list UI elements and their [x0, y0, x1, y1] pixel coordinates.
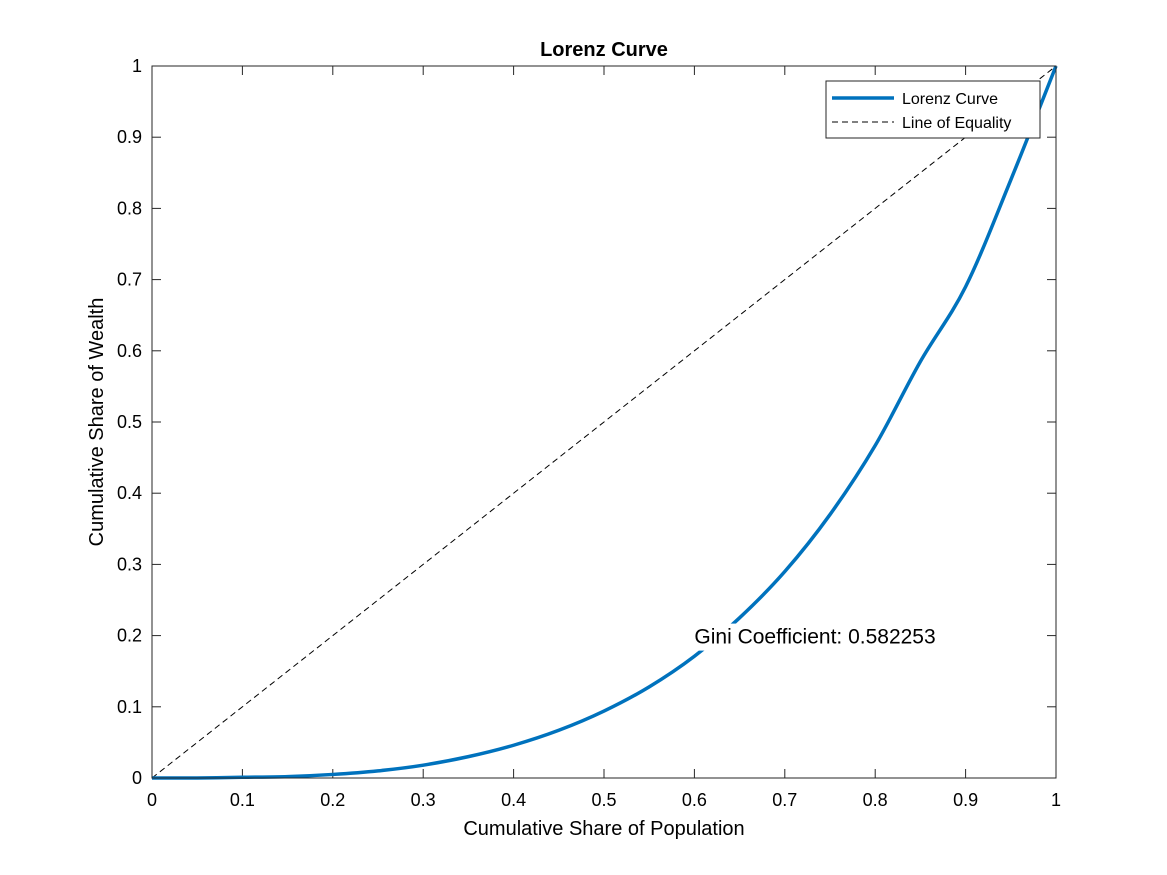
y-tick-label: 0.1: [117, 697, 142, 717]
tick-labels: 0 0.1 0.2 0.3 0.4 0.5 0.6 0.7 0.8 0.9 1 0 0.1 0.2 0.3 0…: [117, 56, 1061, 810]
x-tick-label: 0.2: [320, 790, 345, 810]
legend-box: [825, 80, 1041, 139]
x-tick-label: 0.4: [501, 790, 526, 810]
series-lorenz-curve: [151, 65, 1058, 780]
y-tick-label: 0.2: [117, 626, 142, 646]
axes-box: [151, 65, 1057, 779]
gini-annotation: Gini Coefficient: 0.582253: [694, 626, 935, 649]
y-tick-label: 0.4: [117, 483, 142, 503]
y-tick-label: 0.7: [117, 270, 142, 290]
y-tick-label: 0.3: [117, 554, 142, 574]
x-tick-label: 0.3: [411, 790, 436, 810]
x-tick-label: 0.5: [591, 790, 616, 810]
y-tick-label: 0.6: [117, 341, 142, 361]
y-tick-label: 0.5: [117, 412, 142, 432]
legend: Lorenz Curve Line of Equality: [825, 80, 1041, 139]
x-tick-label: 1: [1051, 790, 1061, 810]
x-tick-label: 0: [147, 790, 157, 810]
series-line-of-equality: [151, 65, 1057, 779]
x-tick-label: 0.9: [953, 790, 978, 810]
x-axis-label: Cumulative Share of Population: [463, 818, 744, 840]
y-tick-label: 0.9: [117, 127, 142, 147]
gini-annotation-background: [690, 623, 940, 651]
chart-title: Lorenz Curve: [540, 39, 668, 61]
legend-label-equality: Line of Equality: [902, 115, 1011, 132]
series-layer: [151, 65, 1058, 780]
y-tick-label: 0: [132, 768, 142, 788]
x-tick-label: 0.7: [772, 790, 797, 810]
y-tick-label: 0.8: [117, 198, 142, 218]
y-axis-label: Cumulative Share of Wealth: [86, 298, 108, 547]
x-tick-label: 0.8: [863, 790, 888, 810]
x-tick-label: 0.6: [682, 790, 707, 810]
y-tick-label: 1: [132, 56, 142, 76]
x-tick-label: 0.1: [230, 790, 255, 810]
legend-label-lorenz: Lorenz Curve: [902, 91, 998, 108]
